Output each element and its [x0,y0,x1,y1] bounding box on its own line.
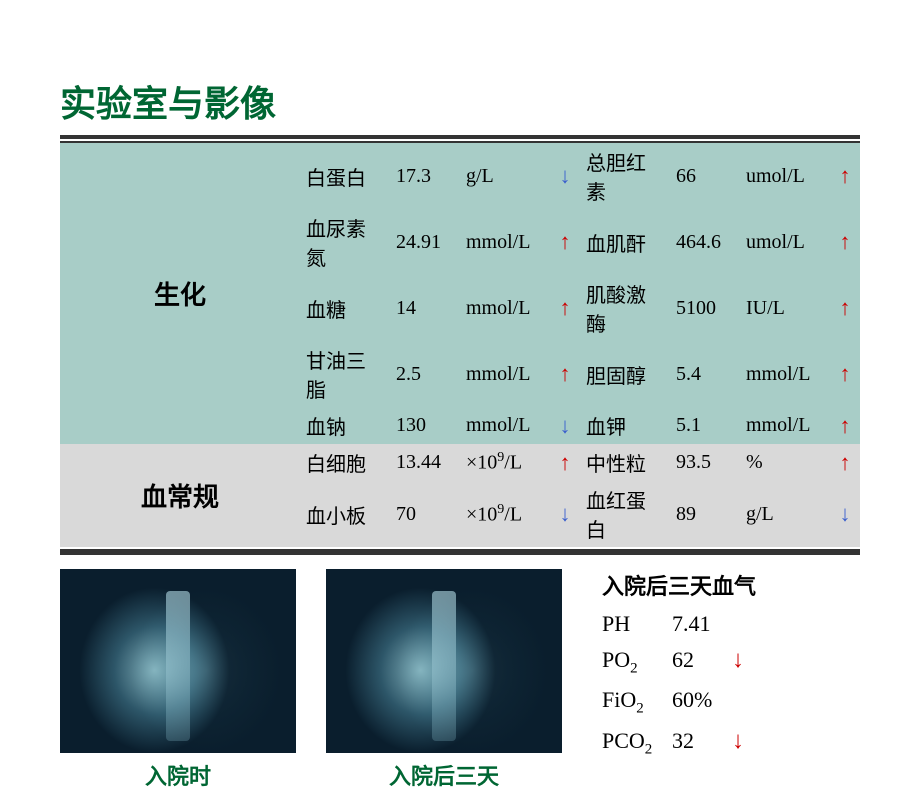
divider-thick [60,551,860,555]
param-cell: 白蛋白 [300,143,390,209]
param-cell: 白细胞 [300,444,390,481]
blood-gas-row: PO2 62 ↓ [602,647,756,677]
bg-arrow: ↓ [732,647,744,674]
xray-block: 入院后三天 [326,569,562,791]
bg-arrow: ↓ [732,728,744,755]
arrow-cell: ↑ [550,444,580,481]
value-cell: 464.6 [670,209,740,275]
unit-cell: mmol/L [460,275,550,341]
bg-value: 60% [672,687,732,713]
arrow-cell: ↑ [830,407,860,444]
arrow-cell: ↑ [550,209,580,275]
value-cell: 24.91 [390,209,460,275]
blood-gas-title: 入院后三天血气 [602,569,756,601]
value-cell: 5.4 [670,341,740,407]
unit-cell: ×109/L [460,481,550,547]
param-cell: 血钠 [300,407,390,444]
bg-label: PCO2 [602,728,672,758]
value-cell: 89 [670,481,740,547]
blood-gas-row: PCO2 32 ↓ [602,728,756,758]
category-cell: 生化 [60,143,300,444]
category-cell: 血常规 [60,444,300,547]
value-cell: 5.1 [670,407,740,444]
param-cell: 血小板 [300,481,390,547]
slide-title: 实验室与影像 [60,75,860,127]
divider-thick [60,135,860,139]
arrow-cell: ↓ [830,481,860,547]
xray-caption: 入院时 [145,759,211,791]
unit-cell: % [740,444,830,481]
unit-cell: umol/L [740,143,830,209]
arrow-cell: ↑ [830,209,860,275]
arrow-cell: ↓ [550,481,580,547]
bg-value: 7.41 [672,611,732,637]
param-cell: 血肌酐 [580,209,670,275]
xray-image [326,569,562,753]
bg-label: FiO2 [602,687,672,717]
param-cell: 血尿素氮 [300,209,390,275]
bg-value: 32 [672,728,732,754]
value-cell: 14 [390,275,460,341]
images-row: 入院时 入院后三天 入院后三天血气 PH 7.41 PO2 62 ↓ FiO2 6… [60,569,860,791]
unit-cell: mmol/L [740,341,830,407]
unit-cell: IU/L [740,275,830,341]
arrow-cell: ↑ [830,341,860,407]
xray-caption: 入院后三天 [389,759,499,791]
param-cell: 血钾 [580,407,670,444]
unit-cell: ×109/L [460,444,550,481]
value-cell: 93.5 [670,444,740,481]
arrow-cell: ↑ [830,444,860,481]
unit-cell: umol/L [740,209,830,275]
unit-cell: mmol/L [460,209,550,275]
blood-gas-row: FiO2 60% [602,687,756,717]
param-cell: 血糖 [300,275,390,341]
unit-cell: mmol/L [740,407,830,444]
arrow-cell: ↑ [830,275,860,341]
arrow-cell: ↑ [830,143,860,209]
value-cell: 2.5 [390,341,460,407]
unit-cell: g/L [740,481,830,547]
xray-block: 入院时 [60,569,296,791]
param-cell: 胆固醇 [580,341,670,407]
bg-label: PO2 [602,647,672,677]
param-cell: 肌酸激酶 [580,275,670,341]
arrow-cell: ↑ [550,341,580,407]
arrow-cell: ↑ [550,275,580,341]
arrow-cell: ↓ [550,407,580,444]
blood-gas-row: PH 7.41 [602,611,756,637]
unit-cell: g/L [460,143,550,209]
table-row: 生化白蛋白 17.3 g/L ↓ 总胆红素 66 umol/L ↑ [60,143,860,209]
xray-image [60,569,296,753]
param-cell: 总胆红素 [580,143,670,209]
value-cell: 13.44 [390,444,460,481]
unit-cell: mmol/L [460,341,550,407]
table-row: 血常规白细胞 13.44 ×109/L ↑ 中性粒 93.5 % ↑ [60,444,860,481]
value-cell: 5100 [670,275,740,341]
arrow-cell: ↓ [550,143,580,209]
param-cell: 血红蛋白 [580,481,670,547]
value-cell: 70 [390,481,460,547]
bg-label: PH [602,611,672,637]
value-cell: 17.3 [390,143,460,209]
param-cell: 中性粒 [580,444,670,481]
lab-table: 生化白蛋白 17.3 g/L ↓ 总胆红素 66 umol/L ↑血尿素氮 24… [60,143,860,547]
value-cell: 130 [390,407,460,444]
value-cell: 66 [670,143,740,209]
blood-gas-panel: 入院后三天血气 PH 7.41 PO2 62 ↓ FiO2 60% PCO2 32… [602,569,756,791]
unit-cell: mmol/L [460,407,550,444]
param-cell: 甘油三脂 [300,341,390,407]
bg-value: 62 [672,647,732,673]
